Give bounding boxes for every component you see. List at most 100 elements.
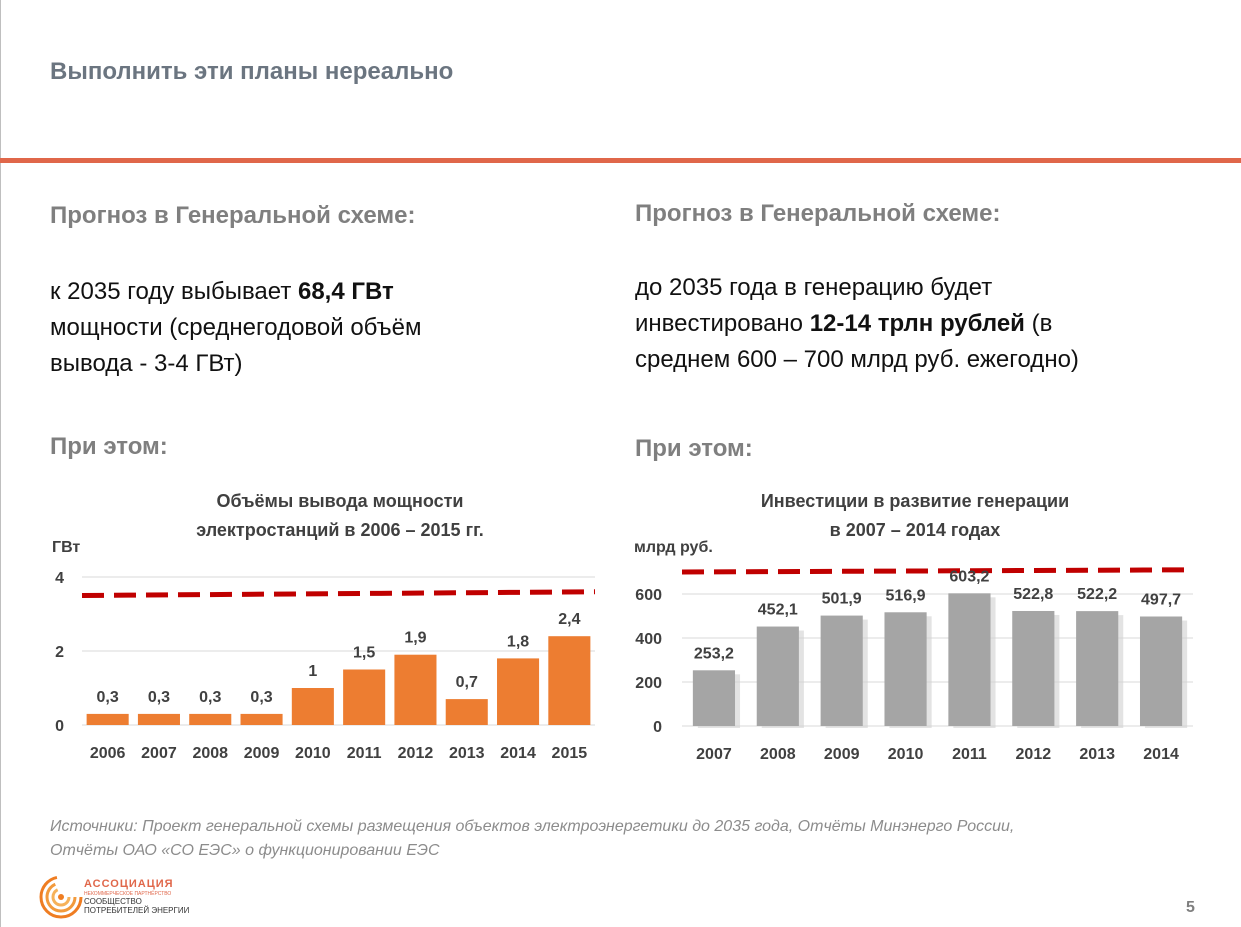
sources-note: Источники: Проект генеральной схемы разм…	[50, 815, 1210, 863]
left-chart-data-label: 1	[308, 663, 317, 680]
left-chart-bar	[394, 654, 437, 725]
left-chart-threshold-line	[81, 589, 596, 598]
left-text-line1: к 2035 году выбывает 68,4 ГВт	[50, 274, 570, 310]
logo-title: АССОЦИАЦИЯ	[84, 878, 174, 890]
left-chart-title-line1: Объёмы вывода мощности	[216, 491, 464, 511]
left-chart-xtick-label: 2009	[244, 745, 280, 762]
left-heading: Прогноз в Генеральной схеме:	[50, 202, 416, 229]
right-heading: Прогноз в Генеральной схеме:	[635, 200, 1001, 227]
right-chart-title-line2: в 2007 – 2014 годах	[829, 520, 1001, 540]
left-chart-bar	[343, 669, 386, 725]
left-chart-ylabel: ГВт	[52, 539, 81, 556]
right-chart-ytick-label: 0	[653, 719, 662, 736]
right-text-bold-value: 12-14 трлн рублей	[809, 310, 1025, 337]
left-chart-title: Объёмы вывода мощности электростанций в …	[140, 487, 540, 545]
right-subheading: При этом:	[635, 435, 753, 462]
right-chart-data-label: 603,2	[949, 568, 989, 585]
logo-subtitle: НЕКОММЕРЧЕСКОЕ ПАРТНЁРСТВО	[84, 891, 172, 897]
right-chart-xtick-label: 2008	[760, 746, 796, 763]
right-text-line2: инвестировано 12-14 трлн рублей (в	[635, 306, 1195, 342]
left-chart-bar	[86, 713, 129, 725]
left-chart-xtick-label: 2014	[500, 745, 536, 762]
left-chart-bar	[548, 636, 591, 725]
logo-line3: СООБЩЕСТВО	[84, 897, 142, 906]
right-chart-xtick-label: 2010	[888, 746, 924, 763]
right-chart-xtick-label: 2013	[1079, 746, 1115, 763]
left-chart-data-label: 1,8	[507, 633, 529, 650]
right-chart-ytick-label: 200	[635, 675, 662, 692]
right-chart-xtick-label: 2011	[952, 746, 987, 763]
left-chart-xtick-label: 2013	[449, 745, 485, 762]
right-chart-bar	[1076, 611, 1119, 726]
right-chart-threshold-line	[681, 567, 1194, 575]
right-text-line3: среднем 600 – 700 млрд руб. ежегодно)	[635, 346, 1079, 373]
right-chart-data-label: 522,2	[1077, 586, 1117, 603]
left-chart-bar	[445, 699, 488, 725]
sources-line1: Источники: Проект генеральной схемы разм…	[50, 818, 1015, 835]
left-chart-bar	[137, 713, 180, 725]
right-chart-ytick-label: 600	[635, 587, 662, 604]
right-text-suffix: (в	[1024, 310, 1053, 337]
left-text-bold-value: 68,4 ГВт	[297, 278, 394, 305]
right-chart-bar	[1139, 616, 1183, 726]
left-text-line3: вывода - 3-4 ГВт)	[50, 350, 243, 377]
right-chart-data-label: 501,9	[822, 591, 862, 608]
right-chart-bar	[756, 626, 799, 726]
left-chart-data-label: 1,5	[353, 645, 375, 662]
right-chart-data-label: 452,1	[758, 602, 798, 619]
left-chart-xtick-label: 2007	[141, 745, 177, 762]
right-chart-bar	[1012, 610, 1055, 726]
concentric-arcs-logo-icon	[39, 875, 83, 919]
right-text-line1: до 2035 года в генерацию будет	[635, 274, 993, 301]
slide-title: Выполнить эти планы нереально	[50, 58, 454, 85]
right-chart-bar	[820, 615, 863, 726]
right-text-prefix: инвестировано	[635, 310, 810, 337]
title-divider	[0, 158, 1241, 163]
left-chart-ytick-label: 4	[55, 570, 64, 587]
left-chart-xtick-label: 2006	[90, 745, 126, 762]
right-chart-title: Инвестиции в развитие генерации в 2007 –…	[690, 487, 1140, 545]
left-chart-data-label: 1,9	[404, 630, 426, 647]
page-number: 5	[1186, 899, 1195, 916]
left-chart-bar	[291, 688, 334, 725]
association-logo[interactable]: АССОЦИАЦИЯ НЕКОММЕРЧЕСКОЕ ПАРТНЁРСТВО СО…	[38, 874, 190, 920]
left-chart-xtick-label: 2012	[398, 745, 434, 762]
left-chart-data-label: 0,3	[199, 689, 221, 706]
right-chart-data-label: 497,7	[1141, 592, 1181, 609]
right-chart-data-label: 253,2	[694, 645, 734, 662]
left-chart-data-label: 0,3	[148, 689, 170, 706]
left-chart-ytick-label: 0	[55, 718, 64, 735]
left-chart-bar	[189, 713, 232, 725]
left-chart-data-label: 0,7	[456, 674, 478, 691]
left-chart-bar	[240, 713, 283, 725]
left-chart-bar	[497, 658, 540, 725]
right-chart-xtick-label: 2014	[1143, 746, 1179, 763]
right-chart-bar	[948, 593, 991, 726]
left-chart-title-line2: электростанций в 2006 – 2015 гг.	[196, 520, 484, 540]
left-chart-data-label: 0,3	[97, 689, 119, 706]
right-chart-xtick-label: 2009	[824, 746, 860, 763]
left-text-prefix: к 2035 году выбывает	[50, 278, 298, 305]
right-chart-bar	[692, 670, 736, 726]
left-chart-data-label: 0,3	[250, 689, 272, 706]
left-chart-xtick-label: 2015	[552, 745, 588, 762]
right-chart-title-line1: Инвестиции в развитие генерации	[760, 491, 1070, 511]
right-chart-data-label: 522,8	[1013, 586, 1053, 603]
slide-left-border	[0, 0, 1, 927]
left-body-text: к 2035 году выбывает 68,4 ГВт мощности (…	[50, 274, 570, 382]
logo-line4: ПОТРЕБИТЕЛЕЙ ЭНЕРГИИ	[84, 906, 190, 915]
left-chart-data-label: 2,4	[558, 611, 580, 628]
left-text-line2: мощности (среднегодовой объём	[50, 314, 422, 341]
left-subheading: При этом:	[50, 433, 168, 460]
right-chart-xtick-label: 2007	[696, 746, 732, 763]
right-chart-xtick-label: 2012	[1016, 746, 1052, 763]
left-chart-xtick-label: 2010	[295, 745, 331, 762]
left-chart-xtick-label: 2008	[192, 745, 228, 762]
right-chart-data-label: 516,9	[886, 587, 926, 604]
left-chart-ytick-label: 2	[55, 644, 64, 661]
sources-line2: Отчёты ОАО «СО ЕЭС» о функционировании Е…	[50, 842, 440, 859]
right-chart-ylabel: млрд руб.	[634, 539, 713, 556]
right-chart-bar	[884, 612, 927, 726]
